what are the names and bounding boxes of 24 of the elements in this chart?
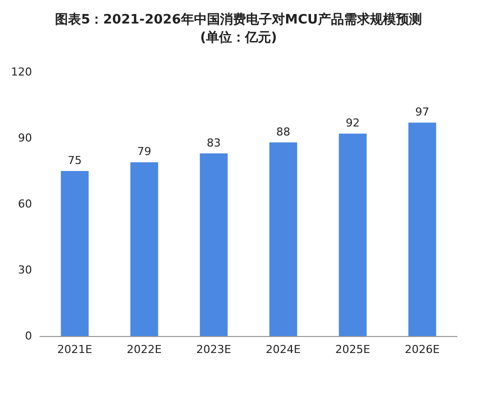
y-tick-label: 120 [11,66,32,78]
y-tick-label: 90 [18,132,32,144]
bar [408,122,436,336]
data-label: 83 [206,136,221,150]
bar [200,153,228,336]
x-tick-label: 2026E [404,343,440,356]
bar [338,134,367,336]
data-label: 75 [68,154,82,167]
y-tick-label: 30 [18,264,32,276]
data-label: 79 [137,145,152,158]
x-tick-label: 2022E [126,343,162,356]
data-label: 97 [415,106,430,119]
bar [269,142,298,336]
x-tick-label: 2021E [57,343,92,356]
x-tick-label: 2023E [196,343,232,356]
data-label: 92 [346,116,360,130]
bar [130,162,158,336]
x-tick-label: 2024E [266,343,301,356]
y-tick-label: 60 [18,198,32,210]
y-tick-label: 0 [25,330,32,342]
bar [60,171,89,336]
chart-title: 图表5：2021-2026年中国消费电子对MCU产品需求规模预测 (单位：亿元) [55,12,422,46]
x-tick-label: 2025E [335,343,370,356]
data-label: 88 [276,125,290,138]
